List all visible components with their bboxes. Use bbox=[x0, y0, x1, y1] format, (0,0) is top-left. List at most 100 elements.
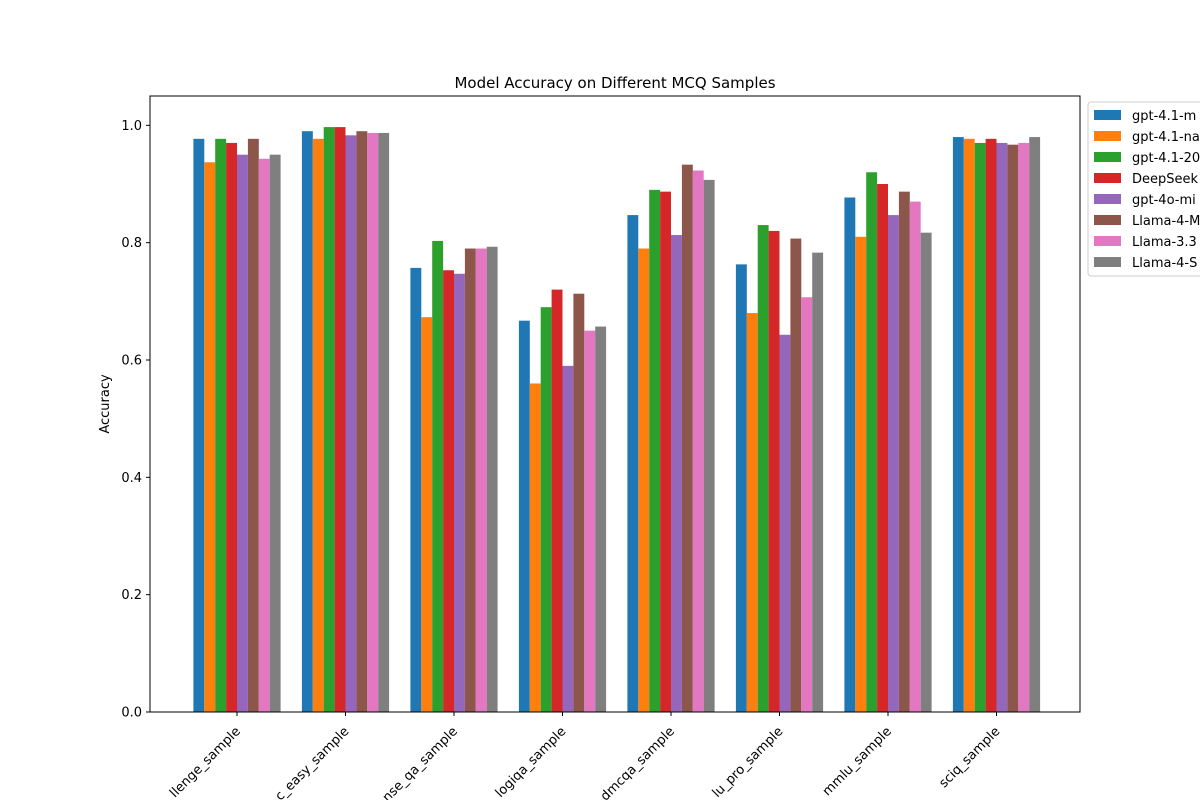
bar bbox=[367, 132, 379, 712]
bar bbox=[562, 365, 574, 712]
legend-swatch bbox=[1094, 215, 1121, 225]
y-tick-label: 0.0 bbox=[121, 706, 142, 721]
bars-layer bbox=[193, 127, 1041, 713]
y-tick-label: 1.0 bbox=[121, 119, 142, 134]
bar bbox=[866, 172, 878, 712]
bar bbox=[432, 240, 444, 712]
x-axis: llenge_sample c_easy_sample nse_qa_sample l… bbox=[167, 712, 1003, 800]
legend-label: gpt-4.1-na bbox=[1132, 130, 1200, 145]
bar bbox=[638, 248, 650, 712]
bar bbox=[974, 142, 986, 712]
legend-label: Llama-4-S bbox=[1132, 256, 1197, 271]
legend-label: gpt-4.1-20 bbox=[1132, 151, 1200, 166]
bar bbox=[660, 191, 671, 712]
bar bbox=[595, 326, 607, 712]
y-tick-label: 0.8 bbox=[121, 236, 142, 251]
legend-swatch bbox=[1094, 131, 1121, 141]
y-tick-label: 0.6 bbox=[121, 354, 142, 369]
x-tick-label: c_easy_sample bbox=[273, 724, 353, 800]
bar bbox=[301, 131, 313, 712]
bar bbox=[952, 137, 964, 712]
bar bbox=[356, 131, 368, 712]
bar bbox=[204, 162, 216, 713]
y-tick-label: 0.4 bbox=[121, 471, 142, 486]
bar bbox=[193, 138, 205, 712]
bar bbox=[345, 135, 357, 712]
bar bbox=[237, 154, 248, 713]
bar bbox=[735, 264, 747, 712]
bar bbox=[378, 132, 390, 712]
bar bbox=[454, 273, 465, 712]
bar bbox=[334, 127, 346, 713]
bar bbox=[323, 127, 335, 713]
bar bbox=[551, 289, 563, 712]
bar bbox=[540, 307, 552, 712]
bar bbox=[475, 248, 487, 712]
legend-swatch bbox=[1094, 152, 1121, 162]
legend-label: Llama-3.3 bbox=[1132, 235, 1197, 250]
bar bbox=[855, 236, 867, 713]
bar bbox=[671, 235, 682, 713]
bar bbox=[529, 383, 541, 712]
legend-swatch bbox=[1094, 173, 1121, 183]
legend-swatch bbox=[1094, 257, 1121, 267]
legend-label: gpt-4.1-m bbox=[1132, 109, 1196, 124]
bar bbox=[247, 138, 259, 712]
bar bbox=[486, 246, 498, 712]
x-tick-label: sciq_sample bbox=[936, 724, 1003, 791]
legend-swatch bbox=[1094, 236, 1121, 246]
bar bbox=[877, 184, 888, 712]
bar bbox=[888, 215, 899, 712]
bar bbox=[1018, 142, 1030, 712]
bar bbox=[909, 201, 921, 712]
bar bbox=[258, 158, 270, 712]
bar bbox=[312, 138, 324, 712]
legend: gpt-4.1-m gpt-4.1-na gpt-4.1-20 DeepSeek gpt… bbox=[1087, 101, 1200, 277]
bar bbox=[1007, 144, 1019, 712]
legend-label: DeepSeek bbox=[1132, 172, 1199, 187]
x-tick-label: llenge_sample bbox=[167, 724, 244, 800]
bar bbox=[801, 297, 813, 712]
legend-label: Llama-4-M bbox=[1132, 214, 1200, 229]
y-axis: 0.0 0.2 0.4 0.6 0.8 1.0 bbox=[121, 119, 150, 721]
chart-title: Model Accuracy on Different MCQ Samples bbox=[454, 74, 775, 92]
bar bbox=[410, 267, 422, 712]
bar bbox=[1029, 137, 1041, 712]
legend-swatch bbox=[1094, 194, 1121, 204]
bar bbox=[215, 138, 227, 712]
bar bbox=[518, 320, 530, 712]
bar bbox=[464, 248, 476, 712]
bar bbox=[692, 170, 704, 712]
bar bbox=[681, 164, 693, 712]
bar bbox=[898, 191, 910, 712]
bar bbox=[779, 334, 791, 712]
bar bbox=[768, 230, 780, 712]
bar bbox=[746, 313, 758, 712]
bar bbox=[443, 270, 454, 712]
bar bbox=[649, 189, 661, 712]
x-tick-label: logiqa_sample bbox=[493, 724, 570, 800]
y-axis-label: Accuracy bbox=[98, 374, 113, 434]
legend-label: gpt-4o-mi bbox=[1132, 193, 1196, 208]
plot-frame bbox=[149, 95, 1081, 713]
bar bbox=[985, 138, 997, 712]
legend-swatch bbox=[1094, 110, 1121, 120]
bar bbox=[573, 293, 585, 712]
x-tick-label: dmcqa_sample bbox=[598, 724, 678, 800]
bar bbox=[421, 317, 433, 712]
bar bbox=[844, 197, 856, 713]
bar bbox=[757, 225, 769, 712]
bar bbox=[812, 252, 824, 712]
x-tick-label: lu_pro_sample bbox=[710, 724, 787, 800]
legend-box bbox=[1087, 101, 1200, 277]
bar bbox=[584, 330, 596, 712]
bar bbox=[703, 179, 715, 712]
bar bbox=[920, 232, 932, 712]
bar bbox=[269, 154, 281, 713]
bar bbox=[790, 238, 802, 712]
bar bbox=[963, 138, 975, 712]
x-tick-label: nse_qa_sample bbox=[380, 724, 461, 800]
bar bbox=[996, 142, 1008, 712]
bar bbox=[627, 215, 639, 712]
